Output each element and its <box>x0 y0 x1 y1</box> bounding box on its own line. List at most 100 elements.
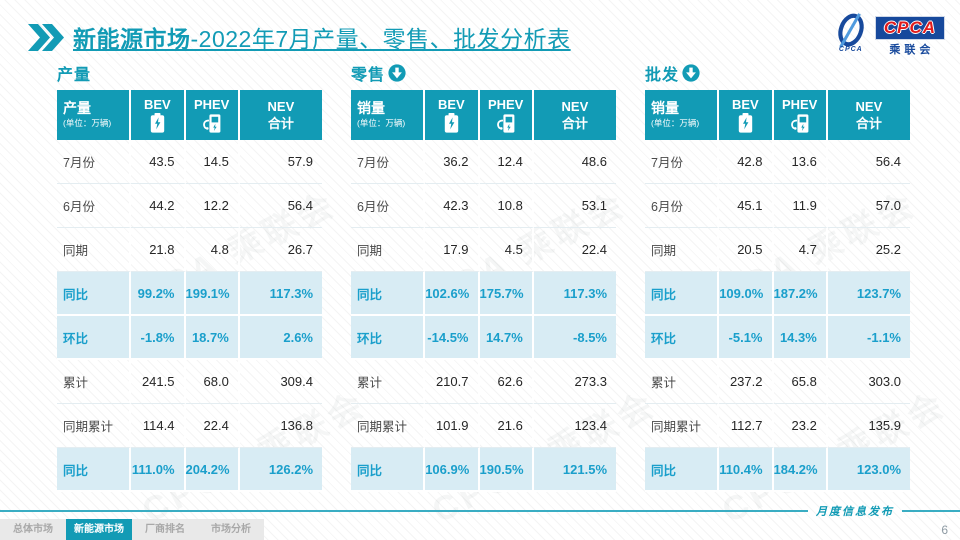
table-header-row: 销量 (单位：万辆) BEV PHEV NEV 合计 <box>645 90 910 140</box>
col-header-bev: BEV <box>131 90 186 140</box>
cell-value: 48.6 <box>533 140 616 184</box>
section-title: 产量 <box>57 67 92 84</box>
table-row: 环比 -1.8% 18.7% 2.6% <box>57 316 322 360</box>
table-row: 同比 109.0% 187.2% 123.7% <box>645 272 910 316</box>
cpca-caption: CPCA <box>838 46 863 53</box>
table-row: 同比 102.6% 175.7% 117.3% <box>351 272 616 316</box>
row-label: 环比 <box>57 316 132 360</box>
table-row: 同期累计 112.7 23.2 135.9 <box>645 404 910 448</box>
table-row: 7月份 36.2 12.4 48.6 <box>351 140 616 184</box>
cell-value: 121.5% <box>533 448 616 492</box>
col-header-bev: BEV <box>719 90 774 140</box>
data-table: 销量 (单位：万辆) BEV PHEV NEV 合计 7月份 36.2 12.4 48.6 6月份 4… <box>351 90 616 492</box>
data-table: 销量 (单位：万辆) BEV PHEV NEV 合计 7月份 42.8 13.6 56.4 6月份 4… <box>645 90 910 492</box>
cell-value: 4.7 <box>773 228 828 272</box>
col-header-bev: BEV <box>425 90 480 140</box>
cpca-acronym: CPCA <box>874 16 945 40</box>
row-label: 同比 <box>645 448 720 492</box>
data-table: 产量 (单位：万辆) BEV PHEV NEV 合计 7月份 43.5 14.5 57.9 6月份 4… <box>57 90 322 492</box>
cpca-logo: CPCA CPCA 乘联会 <box>831 12 945 57</box>
cell-value: 57.0 <box>827 184 910 228</box>
row-label: 累计 <box>645 360 720 404</box>
cell-value: 56.4 <box>827 140 910 184</box>
tab-市场分析[interactable]: 市场分析 <box>198 519 264 540</box>
row-label: 7月份 <box>351 140 426 184</box>
table-row: 环比 -14.5% 14.7% -8.5% <box>351 316 616 360</box>
cell-value: 210.7 <box>425 360 480 404</box>
cell-value: 309.4 <box>239 360 322 404</box>
cell-value: 175.7% <box>479 272 534 316</box>
cpca-swirl-icon: CPCA <box>831 12 871 53</box>
cell-value: 10.8 <box>479 184 534 228</box>
cell-value: 21.8 <box>131 228 186 272</box>
cell-value: 26.7 <box>239 228 322 272</box>
table-row: 同比 111.0% 204.2% 126.2% <box>57 448 322 492</box>
cell-value: 56.4 <box>239 184 322 228</box>
cell-value: 42.3 <box>425 184 480 228</box>
down-arrow-icon <box>682 64 700 82</box>
charging-pump-icon <box>497 114 515 133</box>
cell-value: 65.8 <box>773 360 828 404</box>
cell-value: 237.2 <box>719 360 774 404</box>
cell-value: 22.4 <box>185 404 240 448</box>
cell-value: 102.6% <box>425 272 480 316</box>
table-row: 7月份 43.5 14.5 57.9 <box>57 140 322 184</box>
cell-value: 106.9% <box>425 448 480 492</box>
row-label: 累计 <box>351 360 426 404</box>
cell-value: 14.7% <box>479 316 534 360</box>
cpca-cn-name: 乘联会 <box>889 44 935 56</box>
table-row: 同比 110.4% 184.2% 123.0% <box>645 448 910 492</box>
cell-value: 18.7% <box>185 316 240 360</box>
row-label: 同比 <box>645 272 720 316</box>
row-label: 同比 <box>351 448 426 492</box>
table-row: 累计 210.7 62.6 273.3 <box>351 360 616 404</box>
tab-厂商排名[interactable]: 厂商排名 <box>132 519 198 540</box>
cell-value: 12.2 <box>185 184 240 228</box>
row-label: 6月份 <box>57 184 132 228</box>
cell-value: 117.3% <box>533 272 616 316</box>
row-label: 同期 <box>645 228 720 272</box>
col-header-nev: NEV 合计 <box>827 90 910 140</box>
cell-value: -8.5% <box>533 316 616 360</box>
cell-value: 20.5 <box>719 228 774 272</box>
col-header-nev: NEV 合计 <box>533 90 616 140</box>
row-label: 同期累计 <box>57 404 132 448</box>
measure-header: 销量 (单位：万辆) <box>351 90 426 140</box>
footer-rule: 月度信息发布 <box>0 503 960 519</box>
table-row: 同比 99.2% 199.1% 117.3% <box>57 272 322 316</box>
row-label: 同期 <box>351 228 426 272</box>
cell-value: 101.9 <box>425 404 480 448</box>
cell-value: 109.0% <box>719 272 774 316</box>
cell-value: 99.2% <box>131 272 186 316</box>
col-header-phev: PHEV <box>773 90 828 140</box>
cell-value: 57.9 <box>239 140 322 184</box>
cell-value: 135.9 <box>827 404 910 448</box>
table-header-row: 销量 (单位：万辆) BEV PHEV NEV 合计 <box>351 90 616 140</box>
footer-tabs: 总体市场 新能源市场 厂商排名 市场分析 <box>0 519 264 540</box>
page-number: 6 <box>941 523 948 537</box>
table-row: 同期累计 114.4 22.4 136.8 <box>57 404 322 448</box>
battery-icon <box>150 113 165 133</box>
row-label: 同期累计 <box>645 404 720 448</box>
cell-value: 199.1% <box>185 272 240 316</box>
tab-总体市场[interactable]: 总体市场 <box>0 519 66 540</box>
charging-pump-icon <box>203 114 221 133</box>
row-label: 同比 <box>351 272 426 316</box>
row-label: 同期 <box>57 228 132 272</box>
measure-header: 产量 (单位：万辆) <box>57 90 132 140</box>
cell-value: 190.5% <box>479 448 534 492</box>
row-label: 累计 <box>57 360 132 404</box>
cell-value: 43.5 <box>131 140 186 184</box>
tab-新能源市场[interactable]: 新能源市场 <box>66 519 132 540</box>
cell-value: 117.3% <box>239 272 322 316</box>
cell-value: 123.4 <box>533 404 616 448</box>
cell-value: 25.2 <box>827 228 910 272</box>
row-label: 同比 <box>57 448 132 492</box>
cell-value: 112.7 <box>719 404 774 448</box>
cell-value: -1.1% <box>827 316 910 360</box>
double-chevron-icon <box>28 23 64 51</box>
row-label: 7月份 <box>57 140 132 184</box>
cell-value: 111.0% <box>131 448 186 492</box>
cell-value: 136.8 <box>239 404 322 448</box>
table-row: 同期 21.8 4.8 26.7 <box>57 228 322 272</box>
